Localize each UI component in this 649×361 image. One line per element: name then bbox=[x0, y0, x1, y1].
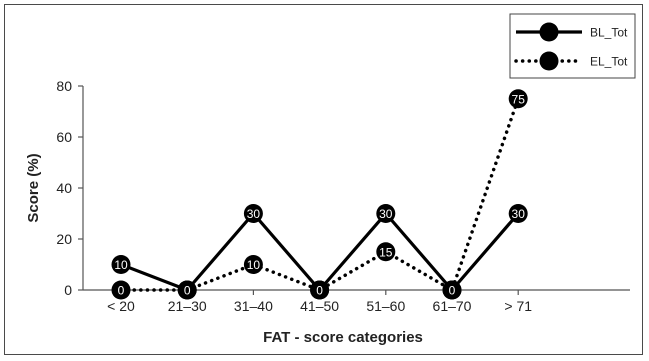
marker bbox=[310, 280, 330, 300]
data-point-BL_Tot: 0 bbox=[310, 280, 330, 300]
y-tick-label: 80 bbox=[56, 78, 72, 94]
marker bbox=[243, 204, 263, 223]
data-label: 0 bbox=[316, 284, 323, 298]
x-tick-label: 51–60 bbox=[366, 298, 405, 314]
data-label: 15 bbox=[379, 245, 393, 259]
x-tick-label: < 20 bbox=[107, 298, 135, 314]
data-point-BL_Tot: 0 bbox=[177, 280, 197, 300]
x-axis-label: FAT - score categories bbox=[263, 329, 423, 346]
y-tick-label: 60 bbox=[56, 129, 72, 145]
legend-label: EL_Tot bbox=[590, 55, 628, 69]
x-tick-label: 21–30 bbox=[168, 298, 207, 314]
legend: BL_Tot EL_Tot bbox=[509, 13, 636, 79]
x-tick-label: 31–40 bbox=[234, 298, 273, 314]
legend-box bbox=[509, 13, 636, 79]
data-label: 0 bbox=[449, 284, 456, 298]
data-point-BL_Tot: 0 bbox=[442, 280, 462, 300]
data-point-EL_Tot: 15 bbox=[376, 242, 396, 262]
marker bbox=[442, 280, 462, 300]
series-line-EL_Tot bbox=[119, 97, 520, 292]
data-label: 10 bbox=[114, 258, 128, 272]
marker bbox=[111, 280, 131, 300]
y-tick-label: 20 bbox=[56, 231, 72, 247]
series-layer: 001001507510030030030 bbox=[111, 89, 528, 300]
axes bbox=[82, 86, 630, 291]
marker bbox=[376, 204, 396, 223]
legend-marker bbox=[539, 51, 559, 71]
data-point-EL_Tot: 10 bbox=[243, 255, 263, 274]
data-label: 10 bbox=[247, 258, 261, 272]
marker bbox=[243, 255, 263, 274]
data-point-BL_Tot: 30 bbox=[376, 204, 396, 223]
data-label: 0 bbox=[118, 284, 125, 298]
legend-marker bbox=[539, 22, 559, 42]
marker bbox=[111, 255, 131, 274]
data-point-BL_Tot: 30 bbox=[243, 204, 263, 223]
y-ticks: 0 20 40 60 80 bbox=[56, 78, 83, 298]
data-point-EL_Tot: 75 bbox=[508, 89, 528, 109]
data-label: 30 bbox=[512, 207, 526, 221]
marker bbox=[177, 280, 197, 300]
data-label: 30 bbox=[379, 207, 393, 221]
x-tick-label: 41–50 bbox=[300, 298, 339, 314]
x-ticks: < 20 21–30 31–40 41–50 51–60 61–70 > 71 bbox=[107, 290, 532, 314]
marker bbox=[376, 242, 396, 262]
data-point-EL_Tot: 0 bbox=[111, 280, 131, 300]
legend-item-BL_Tot: BL_Tot bbox=[516, 22, 628, 42]
legend-item-EL_Tot: EL_Tot bbox=[514, 51, 628, 71]
data-label: 0 bbox=[184, 284, 191, 298]
marker bbox=[508, 89, 528, 109]
marker bbox=[508, 204, 528, 223]
data-label: 30 bbox=[247, 207, 261, 221]
y-tick-label: 40 bbox=[56, 180, 72, 196]
series-line-BL_Tot bbox=[120, 211, 520, 292]
data-label: 75 bbox=[512, 92, 526, 106]
data-point-BL_Tot: 30 bbox=[508, 204, 528, 223]
data-point-BL_Tot: 10 bbox=[111, 255, 131, 274]
x-tick-label: 61–70 bbox=[433, 298, 472, 314]
y-tick-label: 0 bbox=[64, 282, 72, 298]
y-axis-label: Score (%) bbox=[25, 153, 42, 222]
x-tick-label: > 71 bbox=[504, 298, 532, 314]
legend-label: BL_Tot bbox=[590, 26, 628, 40]
